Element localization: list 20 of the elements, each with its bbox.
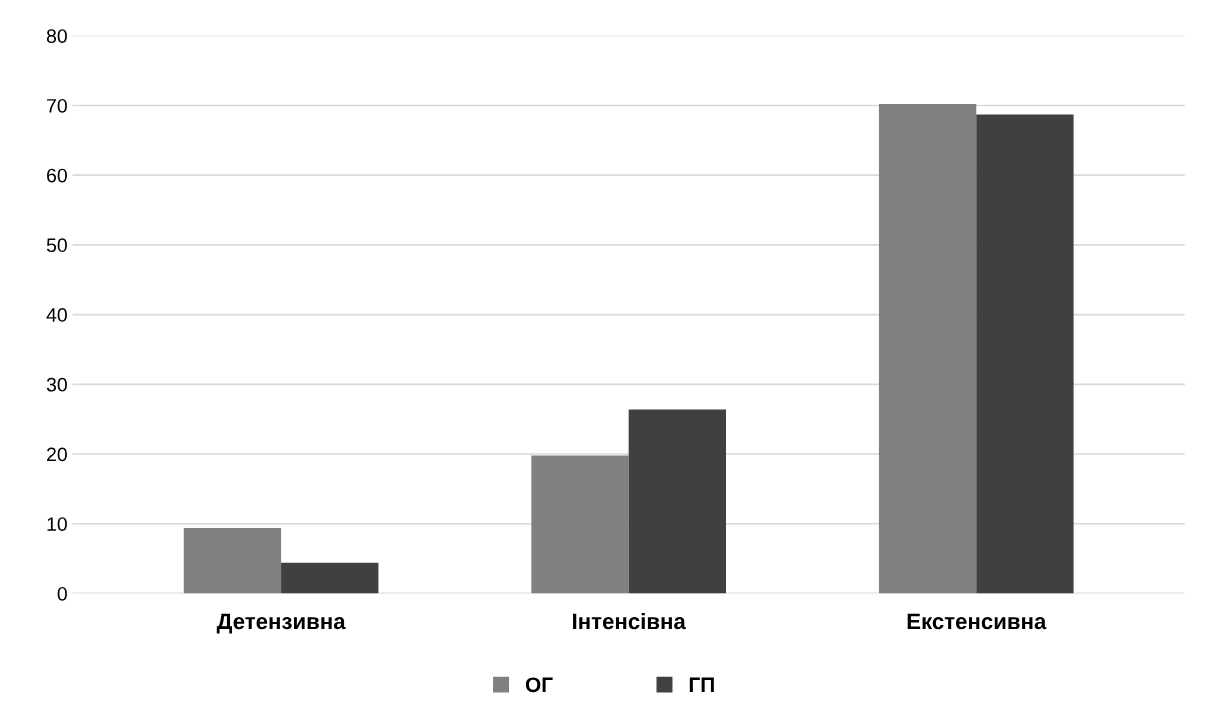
y-tick-label: 70 [47,98,67,113]
y-tick-label: 10 [47,517,67,531]
y-tick-label: 0 [57,586,67,601]
x-tick-label: Інтенсівна [573,612,686,630]
bar [183,527,282,594]
legend-label: ОГ [525,677,553,693]
y-tick-label: 60 [47,168,67,183]
legend-label: ГП [689,677,714,692]
y-tick-label: 20 [47,447,67,462]
y-tick-label: 50 [46,238,67,253]
bar [976,114,1074,594]
bar [531,455,629,594]
x-tick-label: Детензивна [216,613,346,634]
y-tick-label: 40 [46,308,67,322]
bar [281,562,379,594]
bar [878,104,977,594]
y-tick-label: 80 [46,29,67,43]
y-tick-label: 30 [46,377,67,392]
x-tick-label: Екстенсивна [907,613,1047,630]
bar [628,409,726,594]
